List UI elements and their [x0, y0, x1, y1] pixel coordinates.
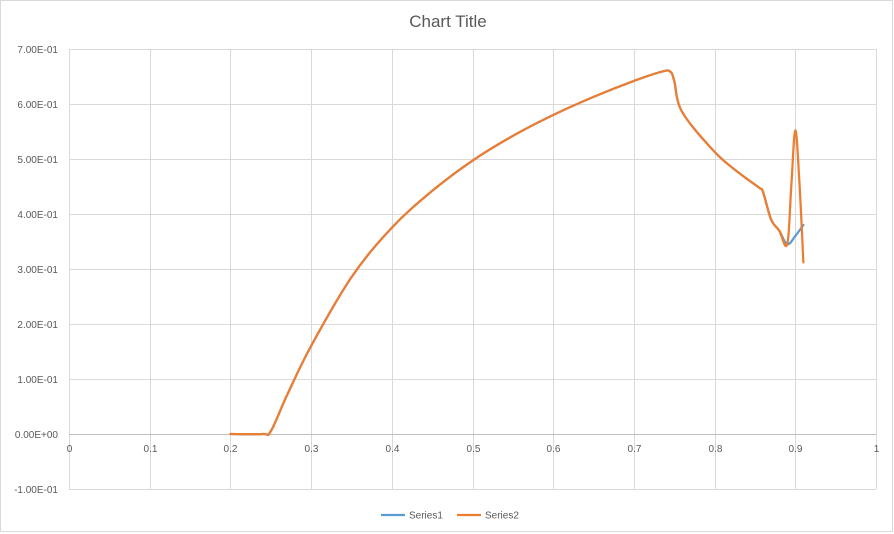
x-tick-label: 0.1 — [144, 444, 158, 455]
x-tick-label: 0.6 — [547, 444, 561, 455]
y-tick-label: -1.00E-01 — [14, 485, 58, 496]
x-tick-label: 0.8 — [709, 444, 723, 455]
series-line-series1 — [229, 69, 805, 437]
y-tick-label: 0.00E+00 — [15, 430, 59, 441]
x-tick-label: 0.5 — [467, 444, 481, 455]
y-tick-label: 6.00E-01 — [17, 100, 58, 111]
chart-title: Chart Title — [409, 12, 486, 31]
y-tick-label: 4.00E-01 — [17, 210, 58, 221]
series-line-series2 — [229, 69, 805, 437]
x-tick-label: 0.9 — [789, 444, 803, 455]
x-tick-label: 0.7 — [628, 444, 642, 455]
series-lines — [229, 69, 805, 437]
y-tick-label: 7.00E-01 — [17, 45, 58, 56]
legend-label: Series2 — [485, 511, 519, 522]
legend-label: Series1 — [409, 511, 443, 522]
x-tick-labels: 0 0.1 0.2 0.3 0.4 0.5 0.6 0.7 0.8 0.9 1 — [67, 444, 880, 455]
y-tick-labels: 7.00E-01 6.00E-01 5.00E-01 4.00E-01 3.00E-01… — [14, 45, 58, 496]
y-tick-label: 5.00E-01 — [17, 155, 58, 166]
x-tick-label: 0.2 — [224, 444, 238, 455]
x-tick-label: 0.4 — [386, 444, 400, 455]
y-tick-label: 2.00E-01 — [17, 320, 58, 331]
legend: Series1 Series2 — [381, 511, 519, 522]
y-tick-label: 1.00E-01 — [17, 375, 58, 386]
x-gridlines — [69, 49, 877, 489]
x-tick-label: 0.3 — [305, 444, 319, 455]
x-tick-label: 0 — [67, 444, 73, 455]
x-tick-label: 1 — [874, 444, 880, 455]
y-gridlines — [69, 49, 876, 490]
y-tick-label: 3.00E-01 — [17, 265, 58, 276]
